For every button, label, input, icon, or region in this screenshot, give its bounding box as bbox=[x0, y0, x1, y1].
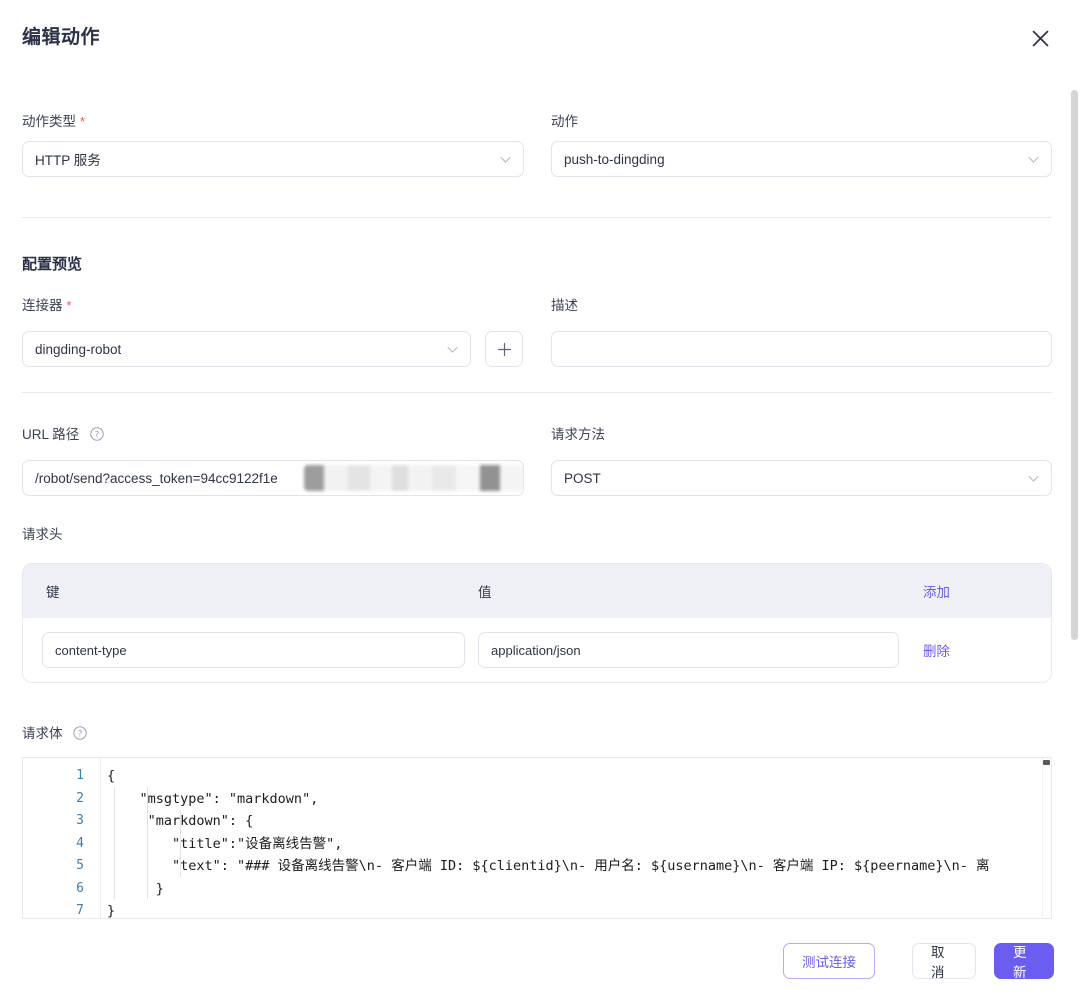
line-number: 4 bbox=[76, 835, 84, 851]
line-number: 2 bbox=[76, 790, 84, 806]
code-line: "msgtype": "markdown", bbox=[107, 790, 319, 807]
chevron-down-icon bbox=[500, 152, 511, 167]
chevron-down-icon bbox=[1028, 471, 1039, 486]
page-title: 编辑动作 bbox=[22, 27, 101, 48]
add-header-button[interactable]: 添加 bbox=[923, 585, 950, 600]
question-circle-icon[interactable]: ? bbox=[73, 726, 87, 745]
update-button[interactable]: 更新 bbox=[994, 943, 1054, 980]
request-method-select[interactable]: POST bbox=[551, 460, 1052, 496]
action-select[interactable]: push-to-dingding bbox=[551, 141, 1052, 177]
header-key-cell: content-type bbox=[23, 632, 478, 668]
url-path-label: URL 路径 bbox=[22, 427, 80, 442]
svg-text:?: ? bbox=[94, 430, 99, 440]
action-type-select[interactable]: HTTP 服务 bbox=[22, 141, 524, 177]
request-headers-label: 请求头 bbox=[22, 527, 63, 542]
code-line: } bbox=[107, 903, 116, 918]
svg-text:?: ? bbox=[78, 729, 83, 739]
config-preview-title: 配置预览 bbox=[22, 256, 83, 273]
connector-label: 连接器 bbox=[22, 298, 63, 313]
column-header-value: 值 bbox=[478, 585, 492, 600]
delete-header-button[interactable]: 删除 bbox=[923, 644, 950, 659]
code-line: "markdown": { bbox=[147, 813, 254, 829]
code-line: { bbox=[107, 768, 116, 784]
cancel-button[interactable]: 取消 bbox=[912, 943, 976, 980]
editor-scrollbar-thumb[interactable] bbox=[1043, 760, 1050, 765]
editor-vertical-scrollbar[interactable] bbox=[1042, 758, 1051, 918]
connector-label-wrap: 连接器 * bbox=[22, 297, 72, 315]
action-type-label: 动作类型 bbox=[22, 114, 76, 129]
required-marker: * bbox=[66, 298, 72, 313]
section-divider-1 bbox=[22, 217, 1052, 218]
editor-gutter: 1 2 3 4 5 6 7 bbox=[23, 758, 101, 918]
request-body-editor[interactable]: 1 2 3 4 5 6 7 { "msgtype": "markdown", "… bbox=[22, 757, 1052, 919]
header-value-value: application/json bbox=[491, 642, 581, 658]
indent-guide bbox=[180, 810, 181, 877]
chevron-down-icon bbox=[1028, 152, 1039, 167]
table-row: content-type application/json 删除 bbox=[23, 618, 1051, 682]
required-marker: * bbox=[80, 114, 86, 129]
section-divider-2 bbox=[22, 392, 1052, 393]
close-icon-glyph bbox=[1032, 30, 1048, 46]
request-body-label-wrap: 请求体 ? bbox=[22, 725, 87, 745]
action-label: 动作 bbox=[551, 114, 578, 129]
request-method-value: POST bbox=[564, 470, 601, 486]
request-headers-table: 键 值 添加 content-type application/json 删除 bbox=[22, 563, 1052, 683]
plus-icon bbox=[497, 342, 511, 356]
column-header-key: 键 bbox=[46, 585, 60, 600]
url-path-value: /robot/send?access_token=94cc9122f1e bbox=[35, 470, 278, 486]
question-circle-icon[interactable]: ? bbox=[90, 427, 104, 446]
table-header-row: 键 值 添加 bbox=[23, 564, 1051, 618]
line-number: 7 bbox=[76, 903, 84, 918]
indent-guide bbox=[147, 787, 148, 899]
action-value: push-to-dingding bbox=[564, 151, 665, 167]
description-label-wrap: 描述 bbox=[551, 297, 578, 315]
description-input[interactable] bbox=[551, 331, 1052, 367]
redacted-token-overlay bbox=[304, 465, 523, 491]
action-type-label-wrap: 动作类型 * bbox=[22, 113, 85, 131]
line-number: 5 bbox=[76, 858, 84, 873]
test-connection-button[interactable]: 测试连接 bbox=[783, 943, 875, 979]
line-number: 1 bbox=[76, 768, 84, 783]
action-type-value: HTTP 服务 bbox=[35, 153, 101, 168]
url-path-label-wrap: URL 路径 ? bbox=[22, 426, 104, 446]
header-key-value: content-type bbox=[55, 642, 127, 658]
request-method-label: 请求方法 bbox=[551, 427, 605, 442]
connector-value: dingding-robot bbox=[35, 341, 122, 357]
request-headers-label-wrap: 请求头 bbox=[22, 526, 63, 544]
connector-select[interactable]: dingding-robot bbox=[22, 331, 471, 367]
add-connector-button[interactable] bbox=[485, 331, 523, 367]
close-icon[interactable] bbox=[1026, 24, 1054, 52]
header-key-input[interactable]: content-type bbox=[42, 632, 465, 668]
question-circle-glyph: ? bbox=[90, 427, 104, 441]
indent-guide bbox=[114, 787, 115, 899]
description-label: 描述 bbox=[551, 298, 578, 313]
header-value-input[interactable]: application/json bbox=[478, 632, 899, 668]
code-line: } bbox=[107, 880, 164, 897]
code-line: "title":"设备离线告警", bbox=[107, 835, 343, 852]
page-scrollbar-thumb[interactable] bbox=[1071, 90, 1078, 640]
request-method-label-wrap: 请求方法 bbox=[551, 426, 605, 444]
url-path-input[interactable]: /robot/send?access_token=94cc9122f1e bbox=[22, 460, 524, 496]
line-number: 3 bbox=[76, 813, 84, 828]
line-number: 6 bbox=[76, 880, 84, 896]
action-label-wrap: 动作 bbox=[551, 113, 578, 131]
editor-code-area[interactable]: { "msgtype": "markdown", "markdown": { "… bbox=[101, 758, 1051, 918]
request-body-label: 请求体 bbox=[22, 726, 63, 741]
header-value-cell: application/json bbox=[478, 632, 923, 668]
code-line: "text": "### 设备离线告警\n- 客户端 ID: ${clienti… bbox=[107, 858, 990, 874]
page-scrollbar[interactable] bbox=[1069, 0, 1080, 999]
dialog-header: 编辑动作 bbox=[0, 0, 1080, 78]
question-circle-glyph: ? bbox=[73, 726, 87, 740]
chevron-down-icon bbox=[447, 342, 458, 357]
